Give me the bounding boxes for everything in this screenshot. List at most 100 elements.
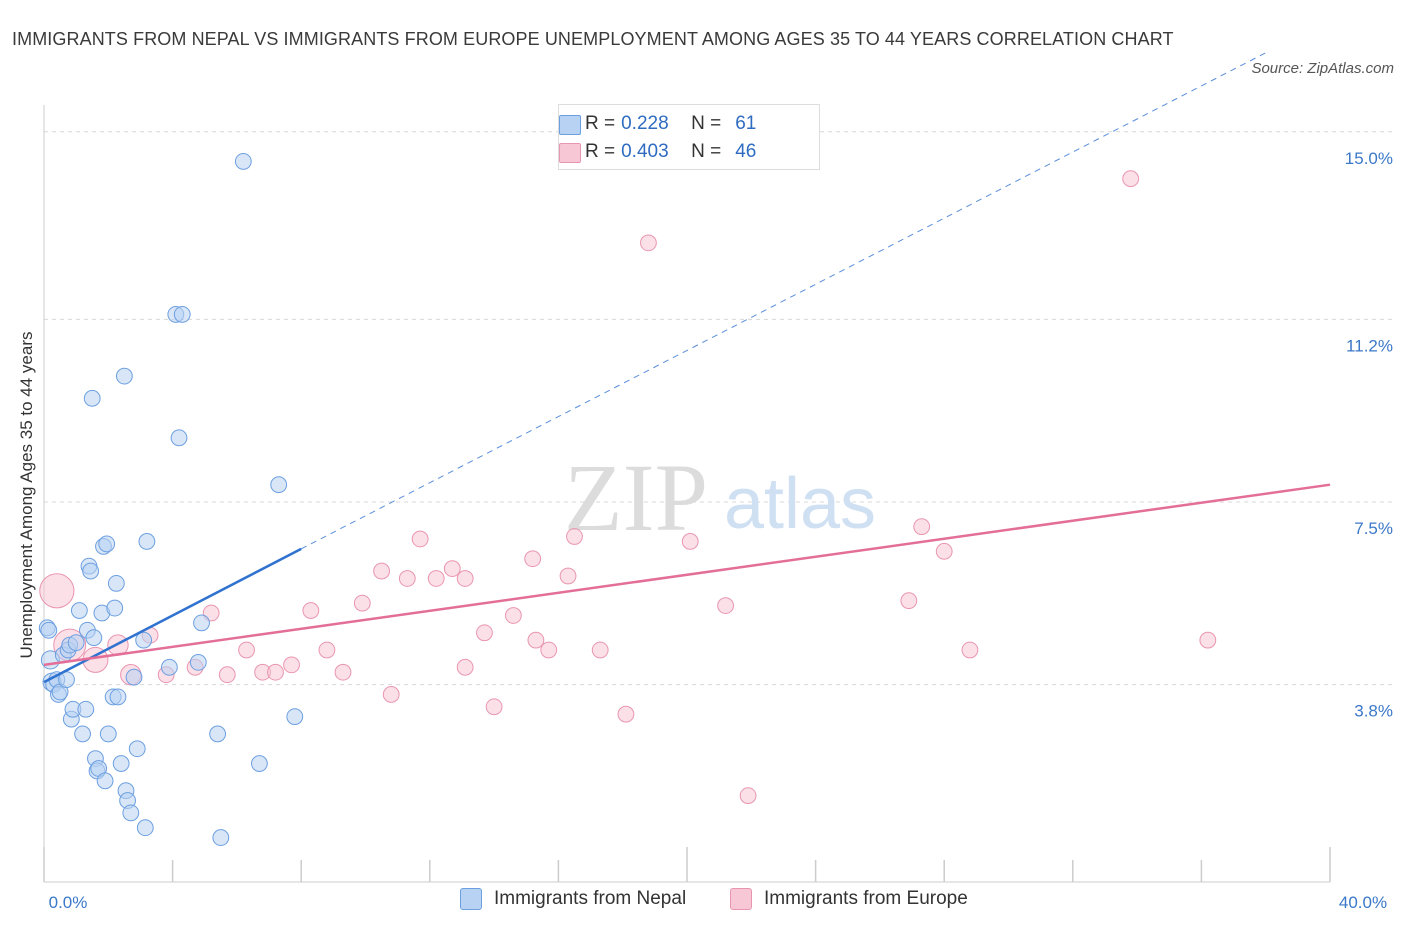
nepal-point <box>77 700 95 718</box>
nepal-point <box>193 614 210 632</box>
n-label: N = <box>691 141 722 162</box>
europe-point <box>617 705 635 723</box>
nepal-point <box>170 429 188 447</box>
nepal-point <box>107 575 125 592</box>
y-tick-label: 7.5% <box>1354 519 1393 538</box>
europe-trend-line <box>43 483 1331 667</box>
nepal-point <box>173 306 191 323</box>
nepal-points <box>38 153 304 846</box>
europe-point <box>935 542 953 560</box>
nepal-point <box>135 631 153 649</box>
r-label: R = <box>585 113 616 134</box>
axes <box>43 105 1331 883</box>
europe-point <box>504 607 522 624</box>
tick-labels: 3.8% 7.5% 11.2% 15.0% 0.0% 40.0% <box>49 149 1393 912</box>
nepal-point <box>106 599 124 617</box>
nepal-point <box>136 819 154 837</box>
europe-point <box>524 550 542 568</box>
europe-point <box>382 686 400 703</box>
nepal-point <box>189 653 207 671</box>
legend: Immigrants from Nepal Immigrants from Eu… <box>0 888 1406 918</box>
nepal-point <box>138 533 156 550</box>
n-value-nepal: 61 <box>735 113 757 134</box>
nepal-point <box>74 725 91 743</box>
europe-point <box>717 597 734 615</box>
legend-swatch-nepal <box>460 888 482 910</box>
nepal-point <box>160 658 178 676</box>
nepal-point <box>209 725 227 743</box>
nepal-point <box>128 740 146 758</box>
r-value-europe: 0.403 <box>621 141 669 162</box>
europe-point <box>443 560 461 577</box>
nepal-point <box>70 602 88 619</box>
nepal-trend-extension <box>300 52 1266 550</box>
nepal-point <box>99 725 117 743</box>
europe-point <box>456 658 474 676</box>
nepal-point <box>122 804 140 822</box>
nepal-point <box>112 755 130 772</box>
nepal-point <box>67 634 85 652</box>
nepal-point <box>212 829 230 846</box>
nepal-point <box>85 629 103 647</box>
europe-point <box>739 787 757 805</box>
legend-label-europe: Immigrants from Europe <box>764 888 968 909</box>
europe-point <box>427 570 445 587</box>
europe-point <box>540 641 558 659</box>
europe-point <box>456 570 474 587</box>
europe-point <box>1199 631 1217 649</box>
europe-point <box>591 641 609 659</box>
nepal-point <box>251 755 268 772</box>
europe-point <box>681 533 699 550</box>
europe-point <box>39 573 75 609</box>
europe-point <box>527 631 545 649</box>
watermark: ZIP atlas <box>564 444 876 551</box>
nepal-swatch <box>559 115 581 135</box>
watermark-zip: ZIP <box>564 444 708 551</box>
nepal-point <box>286 708 304 726</box>
nepal-point <box>83 389 101 407</box>
nepal-point <box>98 535 116 553</box>
europe-point <box>302 602 320 619</box>
europe-point <box>334 663 352 681</box>
nepal-point <box>115 367 133 385</box>
y-tick-label: 3.8% <box>1354 702 1393 721</box>
legend-swatch-europe <box>730 888 752 910</box>
nepal-point <box>96 772 114 790</box>
europe-point <box>398 570 416 587</box>
europe-point <box>353 594 371 612</box>
nepal-point <box>270 476 288 494</box>
europe-swatch <box>559 143 581 163</box>
legend-label-nepal: Immigrants from Nepal <box>494 888 687 909</box>
stats-row-europe: R = 0.403 N = 46 <box>559 139 756 165</box>
y-tick-label: 15.0% <box>1345 149 1393 168</box>
stats-row-nepal: R = 0.228 N = 61 <box>559 111 757 137</box>
europe-point <box>267 663 284 681</box>
europe-point <box>373 562 390 580</box>
source-label: Source: ZipAtlas.com <box>1251 60 1394 77</box>
europe-point <box>913 518 931 536</box>
europe-point <box>640 234 657 252</box>
europe-point <box>900 592 918 610</box>
europe-point <box>218 666 236 684</box>
watermark-atlas: atlas <box>724 464 876 544</box>
r-value-nepal: 0.228 <box>621 113 669 134</box>
nepal-point <box>40 621 58 639</box>
nepal-point <box>234 153 252 170</box>
europe-point <box>566 528 583 545</box>
europe-point <box>1122 170 1140 188</box>
nepal-point <box>125 668 143 686</box>
europe-point <box>411 530 429 548</box>
trend-lines <box>43 52 1331 684</box>
legend-item-europe[interactable]: Immigrants from Europe <box>730 888 968 910</box>
x-tick-label-min: 0.0% <box>49 893 88 912</box>
r-label: R = <box>585 141 616 162</box>
legend-item-nepal[interactable]: Immigrants from Nepal <box>460 888 686 910</box>
europe-point <box>283 656 300 674</box>
chart-title: IMMIGRANTS FROM NEPAL VS IMMIGRANTS FROM… <box>12 29 1174 49</box>
y-tick-label: 11.2% <box>1346 336 1393 355</box>
europe-point <box>318 641 336 659</box>
europe-point <box>559 567 577 585</box>
europe-point <box>476 624 493 642</box>
europe-point <box>238 641 255 659</box>
